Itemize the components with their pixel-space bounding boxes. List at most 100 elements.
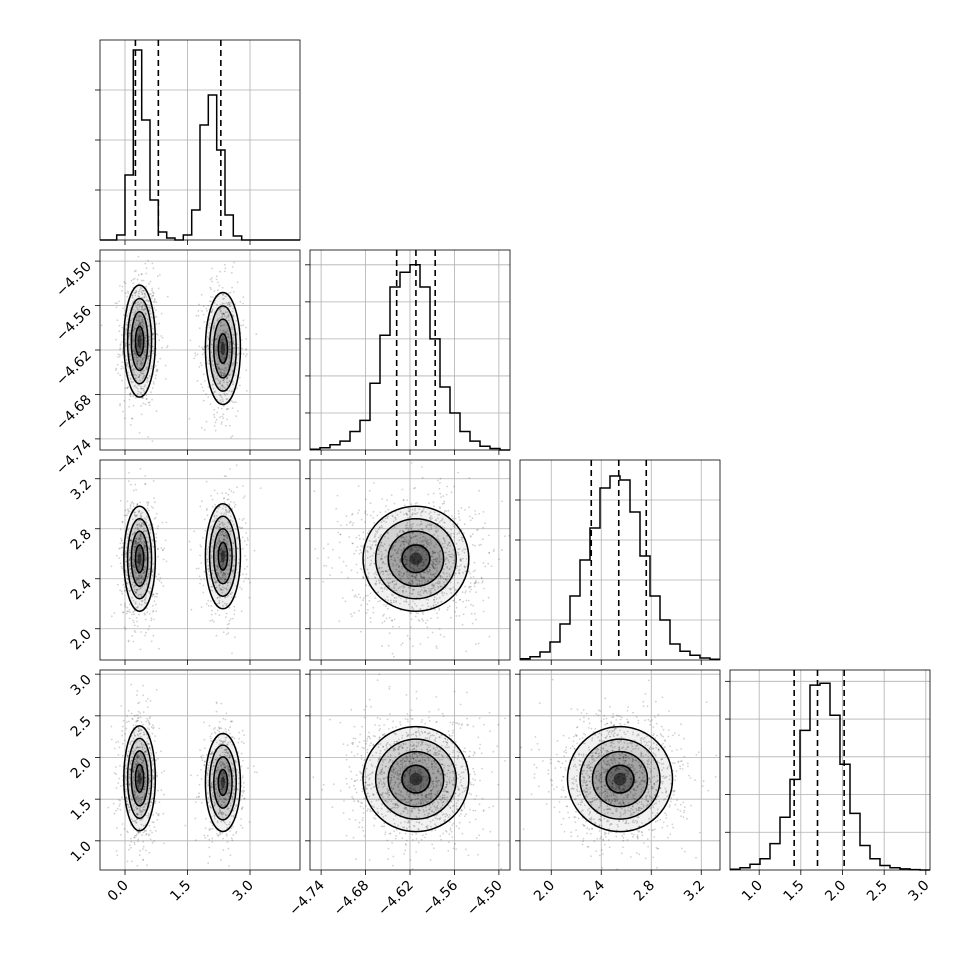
scatter-point bbox=[133, 569, 136, 571]
scatter-point bbox=[421, 611, 424, 614]
scatter-point bbox=[130, 837, 132, 840]
scatter-point bbox=[229, 548, 231, 551]
scatter-point bbox=[149, 307, 152, 310]
scatter-point bbox=[131, 518, 134, 521]
scatter-point bbox=[220, 423, 223, 425]
scatter-point bbox=[225, 332, 228, 334]
scatter-point bbox=[140, 372, 143, 375]
scatter-point bbox=[147, 502, 149, 505]
scatter-point bbox=[226, 584, 229, 587]
scatter-point bbox=[138, 566, 141, 568]
scatter-point bbox=[139, 346, 141, 349]
scatter-point bbox=[198, 366, 201, 368]
scatter-point bbox=[131, 583, 134, 586]
scatter-point bbox=[220, 407, 223, 410]
scatter-point bbox=[194, 801, 197, 803]
scatter-point bbox=[226, 582, 229, 584]
scatter-point bbox=[138, 292, 140, 295]
scatter-point bbox=[211, 277, 213, 279]
scatter-point bbox=[154, 516, 157, 519]
scatter-point bbox=[230, 490, 233, 493]
scatter-point bbox=[153, 300, 156, 303]
scatter-point bbox=[137, 774, 140, 777]
scatter-point bbox=[355, 536, 358, 539]
scatter-point bbox=[138, 510, 141, 513]
scatter-point bbox=[136, 334, 139, 337]
scatter-point bbox=[138, 581, 140, 584]
scatter-point bbox=[224, 576, 227, 578]
scatter-point bbox=[133, 371, 136, 374]
scatter-point bbox=[239, 300, 242, 303]
scatter-point bbox=[155, 309, 157, 311]
density-level bbox=[205, 292, 241, 405]
scatter-point bbox=[216, 411, 219, 414]
scatter-point bbox=[137, 295, 140, 297]
scatter-point bbox=[140, 308, 143, 311]
scatter-point bbox=[141, 522, 143, 525]
scatter-point bbox=[143, 546, 146, 549]
scatter-point bbox=[240, 790, 243, 793]
scatter-point bbox=[224, 367, 226, 370]
scatter-point bbox=[236, 486, 239, 489]
scatter-point bbox=[213, 489, 216, 492]
scatter-point bbox=[148, 851, 151, 854]
scatter-point bbox=[203, 321, 206, 323]
scatter-point bbox=[471, 544, 474, 546]
scatter-point bbox=[225, 330, 228, 333]
scatter-point bbox=[134, 834, 136, 837]
scatter-point bbox=[225, 616, 227, 618]
scatter-point bbox=[138, 603, 141, 606]
scatter-point bbox=[198, 795, 200, 798]
scatter-point bbox=[223, 534, 225, 537]
scatter-point bbox=[209, 403, 212, 405]
scatter-point bbox=[139, 593, 141, 596]
scatter-point bbox=[211, 569, 214, 572]
scatter-point bbox=[224, 372, 226, 375]
scatter-point bbox=[142, 376, 145, 379]
scatter-point bbox=[142, 530, 145, 533]
scatter-point bbox=[222, 571, 225, 574]
scatter-point bbox=[145, 518, 147, 521]
scatter-point bbox=[221, 523, 224, 525]
scatter-point bbox=[148, 834, 150, 837]
scatter-point bbox=[140, 582, 142, 584]
scatter-point bbox=[232, 339, 235, 342]
scatter-point bbox=[218, 831, 221, 834]
scatter-point bbox=[225, 347, 228, 349]
scatter-point bbox=[143, 369, 146, 372]
scatter-point bbox=[137, 343, 139, 345]
scatter-point bbox=[153, 517, 156, 520]
scatter-point bbox=[158, 579, 161, 582]
scatter-point bbox=[217, 363, 220, 366]
scatter-point bbox=[146, 377, 149, 380]
scatter-point bbox=[226, 623, 229, 626]
scatter-point bbox=[230, 399, 233, 402]
scatter-point bbox=[216, 515, 218, 517]
scatter-point bbox=[240, 527, 242, 529]
scatter-point bbox=[213, 408, 216, 411]
scatter-point bbox=[247, 578, 250, 580]
scatter-point bbox=[469, 590, 471, 593]
scatter-point bbox=[225, 369, 228, 371]
scatter-point bbox=[138, 431, 141, 434]
scatter-point bbox=[212, 368, 215, 370]
scatter-point bbox=[138, 537, 141, 540]
scatter-point bbox=[205, 345, 208, 347]
scatter-point bbox=[146, 575, 149, 578]
scatter-point bbox=[141, 316, 144, 319]
scatter-point bbox=[215, 543, 218, 546]
scatter-point bbox=[130, 840, 133, 843]
scatter-point bbox=[122, 367, 125, 369]
scatter-point bbox=[226, 633, 228, 636]
scatter-point bbox=[224, 353, 227, 355]
scatter-point bbox=[410, 462, 413, 464]
scatter-point bbox=[136, 833, 138, 836]
scatter-point bbox=[132, 373, 135, 376]
scatter-point bbox=[226, 534, 228, 537]
scatter-point bbox=[134, 368, 136, 371]
scatter-point bbox=[350, 613, 352, 615]
scatter-point bbox=[221, 341, 224, 344]
scatter-point bbox=[126, 508, 129, 511]
scatter-point bbox=[140, 343, 143, 346]
scatter-point bbox=[219, 560, 222, 563]
